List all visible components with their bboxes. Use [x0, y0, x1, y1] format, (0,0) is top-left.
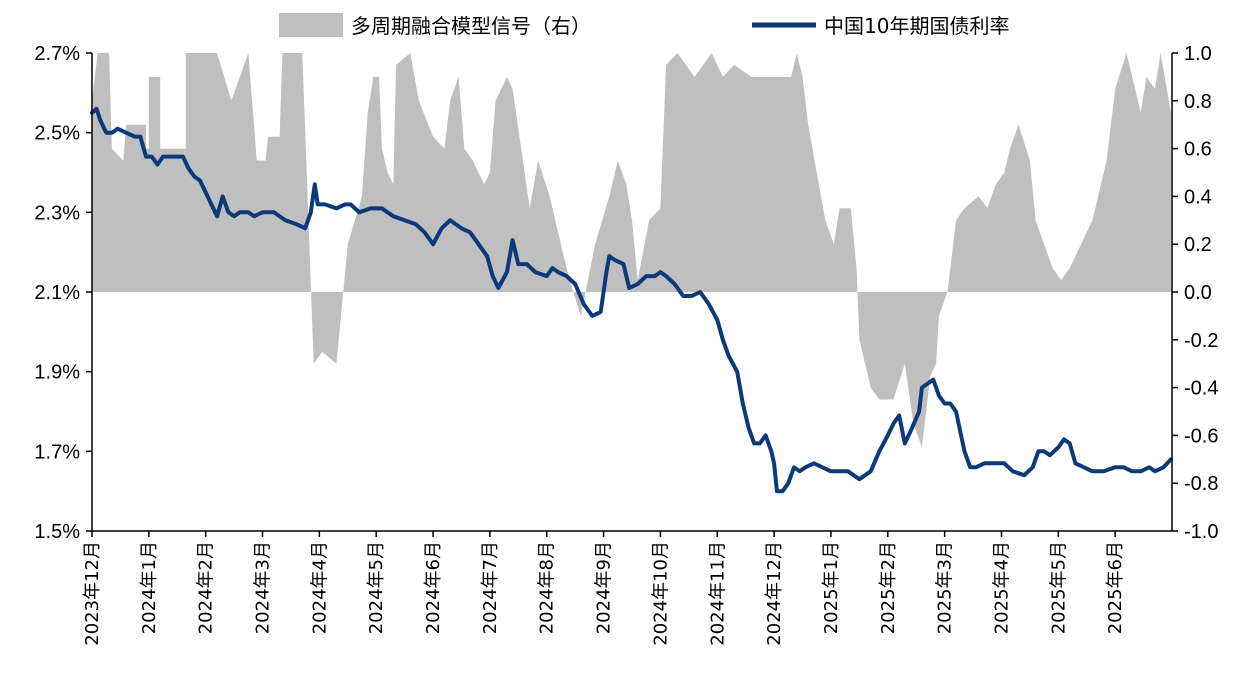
right-tick-label: 0.0: [1184, 282, 1212, 304]
tick-labels-layer: 1.5% 1.7% 1.9% 2.1% 2.3% 2.5% 2.7% -1.0 -0.8 -0.6…: [34, 43, 1218, 646]
x-tick-label: 2024年12月: [764, 541, 785, 646]
signal-area-layer: [92, 53, 1171, 448]
axes-layer: [86, 52, 1178, 537]
x-tick-label: 2024年9月: [594, 541, 615, 634]
x-tick-label: 2024年10月: [650, 541, 671, 646]
right-tick-label: 0.6: [1184, 139, 1212, 161]
x-tick-label: 2024年3月: [253, 541, 274, 634]
x-tick-label: 2025年5月: [1048, 541, 1069, 634]
left-tick-label: 1.9%: [34, 362, 80, 384]
legend-label-signal: 多周期融合模型信号（右）: [351, 14, 591, 38]
left-tick-label: 2.1%: [34, 282, 80, 304]
left-tick-label: 1.7%: [34, 441, 80, 463]
right-tick-label: 1.0: [1184, 43, 1212, 65]
legend: 多周期融合模型信号（右） 中国10年期国债利率: [279, 13, 1009, 38]
x-tick-label: 2025年6月: [1105, 541, 1126, 634]
x-tick-label: 2025年1月: [821, 541, 842, 634]
left-tick-label: 2.3%: [34, 202, 80, 224]
right-tick-label: 0.2: [1184, 234, 1212, 256]
x-tick-label: 2024年5月: [366, 541, 387, 634]
x-tick-label: 2024年2月: [196, 541, 217, 634]
right-tick-label: 0.8: [1184, 91, 1212, 113]
right-tick-label: -0.6: [1184, 425, 1218, 447]
left-tick-label: 1.5%: [34, 521, 80, 543]
x-tick-label: 2024年1月: [139, 541, 160, 634]
right-tick-label: -0.8: [1184, 473, 1218, 495]
x-tick-label: 2024年6月: [423, 541, 444, 634]
x-tick-label: 2024年11月: [707, 541, 728, 646]
yield-line: [90, 106, 1173, 494]
x-tick-label: 2023年12月: [82, 541, 103, 646]
yield-line-layer: [90, 106, 1173, 494]
right-tick-label: -0.2: [1184, 330, 1218, 352]
right-tick-label: -0.4: [1184, 378, 1218, 400]
x-tick-label: 2024年7月: [480, 541, 501, 634]
x-tick-label: 2024年8月: [537, 541, 558, 634]
legend-label-yield: 中国10年期国债利率: [824, 14, 1009, 38]
x-tick-label: 2025年4月: [991, 541, 1012, 634]
left-tick-label: 2.7%: [34, 43, 80, 65]
x-tick-label: 2024年4月: [309, 541, 330, 634]
right-tick-label: -1.0: [1184, 521, 1218, 543]
legend-swatch-signal: [279, 13, 343, 37]
x-tick-label: 2025年2月: [878, 541, 899, 634]
left-tick-label: 2.5%: [34, 123, 80, 145]
signal-area: [92, 53, 1171, 448]
right-tick-label: 0.4: [1184, 186, 1212, 208]
x-tick-label: 2025年3月: [935, 541, 956, 634]
